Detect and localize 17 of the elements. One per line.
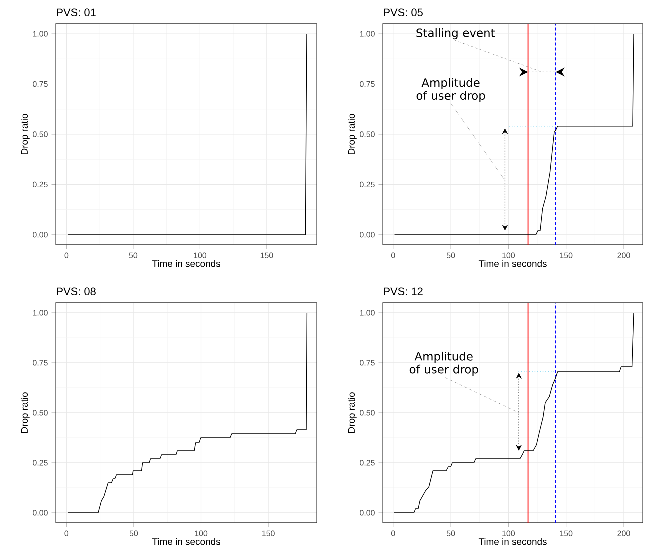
chart-title: PVS: 08 xyxy=(57,288,96,296)
y-axis-title: Drop ratio xyxy=(348,114,357,154)
chart-title: PVS: 05 xyxy=(384,8,423,16)
y-axis-title: Drop ratio xyxy=(21,392,30,433)
x-axis-title: Time in seconds xyxy=(478,260,547,268)
line-series xyxy=(68,312,308,514)
annotation: Stalling event xyxy=(416,28,496,40)
annotation: Amplitude of user drop xyxy=(416,78,486,102)
y-axis-title: Drop ratio xyxy=(348,392,357,433)
annotation: Amplitude of user drop xyxy=(410,352,478,376)
line-series xyxy=(394,312,634,514)
chart-title: PVS: 01 xyxy=(57,8,96,16)
x-axis-title: Time in seconds xyxy=(152,538,220,546)
chart-title: PVS: 12 xyxy=(384,288,423,296)
x-axis-title: Time in seconds xyxy=(478,538,547,546)
x-axis-title: Time in seconds xyxy=(152,260,220,268)
y-axis-title: Drop ratio xyxy=(21,114,30,154)
